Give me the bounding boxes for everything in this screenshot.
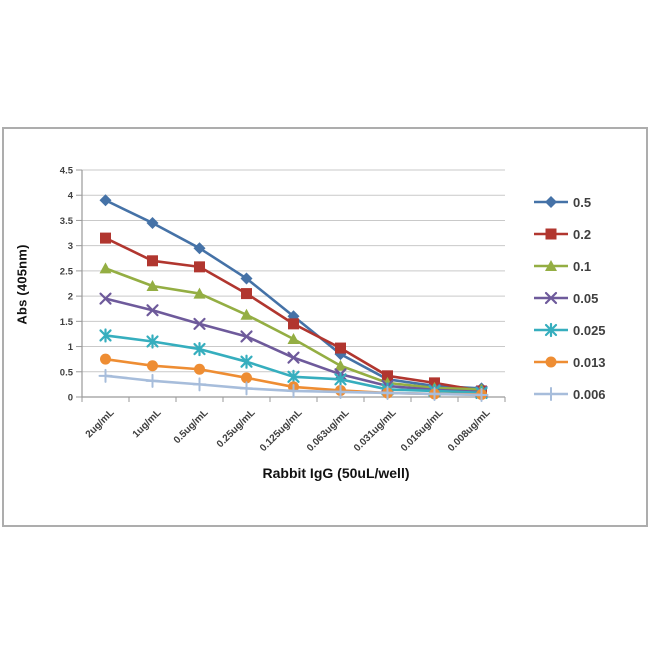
legend-label: 0.006 xyxy=(573,386,606,402)
x-category-label: 2ug/mL xyxy=(84,407,117,440)
legend-label: 0.013 xyxy=(573,354,606,370)
x-category-label: 0.031ug/mL xyxy=(352,407,399,454)
x-marker-icon xyxy=(534,291,568,305)
legend-item: 0.1 xyxy=(532,250,644,282)
circle-marker-icon xyxy=(534,356,568,368)
legend-label: 0.025 xyxy=(573,322,606,338)
square-marker-icon xyxy=(534,228,568,240)
legend-label: 0.2 xyxy=(573,226,592,242)
x-category-label: 0.25ug/mL xyxy=(215,407,258,450)
series-0.006 xyxy=(98,368,489,402)
y-tick-label: 0 xyxy=(68,393,73,404)
y-tick-label: 4 xyxy=(68,191,74,202)
y-tick-label: 2 xyxy=(68,292,73,303)
x-category-label: 0.125ug/mL xyxy=(258,407,305,454)
plus-marker-icon xyxy=(534,387,568,401)
elisa-titration-chart: 0 0.5 1 1.5 2 2.5 3 3.5 4 4.5 2ug/mL 1ug/mL 0.5ug/mL… xyxy=(60,166,506,454)
legend: 0.5 0.2 0.1 0.05 0.025 0.013 0.006 xyxy=(532,186,644,410)
legend-label: 0.5 xyxy=(573,194,592,210)
y-tick-label: 1.5 xyxy=(60,317,74,328)
legend-item: 0.025 xyxy=(532,314,644,346)
y-tick-label: 1 xyxy=(68,342,74,353)
x-category-label: 0.016ug/mL xyxy=(399,407,446,454)
y-tick-label: 3.5 xyxy=(60,216,74,227)
y-tick-label: 2.5 xyxy=(60,266,74,277)
legend-label: 0.05 xyxy=(573,290,599,306)
x-category-label: 0.5ug/mL xyxy=(172,407,211,446)
triangle-marker-icon xyxy=(534,260,568,271)
legend-item: 0.2 xyxy=(532,218,644,250)
legend-item: 0.05 xyxy=(532,282,644,314)
legend-item: 0.5 xyxy=(532,186,644,218)
x-category-label: 1ug/mL xyxy=(131,407,164,440)
axis-ticks: 0 0.5 1 1.5 2 2.5 3 3.5 4 4.5 2ug/mL 1ug/mL 0.5ug/mL… xyxy=(60,166,506,454)
x-category-label: 0.063ug/mL xyxy=(305,407,352,454)
x-category-label: 0.008ug/mL xyxy=(446,407,493,454)
y-tick-label: 4.5 xyxy=(60,166,74,177)
legend-item: 0.006 xyxy=(532,378,644,410)
y-tick-label: 3 xyxy=(68,241,73,252)
legend-label: 0.1 xyxy=(573,258,592,274)
asterisk-marker-icon xyxy=(534,322,568,338)
y-tick-label: 0.5 xyxy=(60,367,74,378)
chart-frame: 0 0.5 1 1.5 2 2.5 3 3.5 4 4.5 2ug/mL 1ug/mL 0.5ug/mL… xyxy=(2,127,648,527)
diamond-marker-icon xyxy=(534,196,568,208)
x-axis-title: Rabbit IgG (50uL/well) xyxy=(262,465,410,481)
y-axis-title: Abs (405nm) xyxy=(14,244,30,325)
legend-item: 0.013 xyxy=(532,346,644,378)
